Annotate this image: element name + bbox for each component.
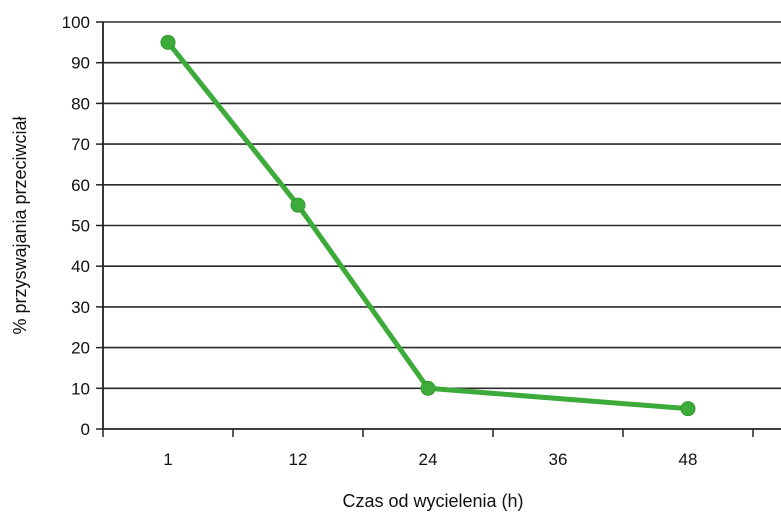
y-axis-title: % przyswajania przeciwciał [10, 116, 30, 334]
series-line-0 [165, 39, 691, 412]
x-tick-label-1: 1 [163, 450, 172, 469]
y-tick-label-10: 10 [71, 379, 90, 398]
x-axis-ticks: 1 12 24 36 48 [102, 429, 754, 469]
y-tick-label-90: 90 [71, 54, 90, 73]
y-tick-label-70: 70 [71, 135, 90, 154]
data-point-24 [420, 380, 436, 396]
y-tick-label-50: 50 [71, 217, 90, 236]
x-axis-title: Czas od wycielenia (h) [342, 491, 523, 511]
series-group [160, 34, 696, 417]
x-tick-label-48: 48 [679, 450, 698, 469]
data-point-1 [160, 34, 176, 50]
y-tick-label-100: 100 [62, 13, 90, 32]
y-tick-label-20: 20 [71, 339, 90, 358]
x-tick-label-12: 12 [289, 450, 308, 469]
y-tick-label-40: 40 [71, 257, 90, 276]
y-tick-label-0: 0 [81, 420, 90, 439]
x-tick-label-24: 24 [419, 450, 438, 469]
data-point-48 [680, 401, 696, 417]
x-tick-label-36: 36 [549, 450, 568, 469]
y-axis-ticks: 0 10 20 30 40 50 60 70 80 90 100 [62, 13, 103, 439]
y-tick-label-30: 30 [71, 298, 90, 317]
y-tick-label-60: 60 [71, 176, 90, 195]
gridlines [103, 21, 781, 390]
y-tick-label-80: 80 [71, 94, 90, 113]
data-point-12 [290, 197, 306, 213]
